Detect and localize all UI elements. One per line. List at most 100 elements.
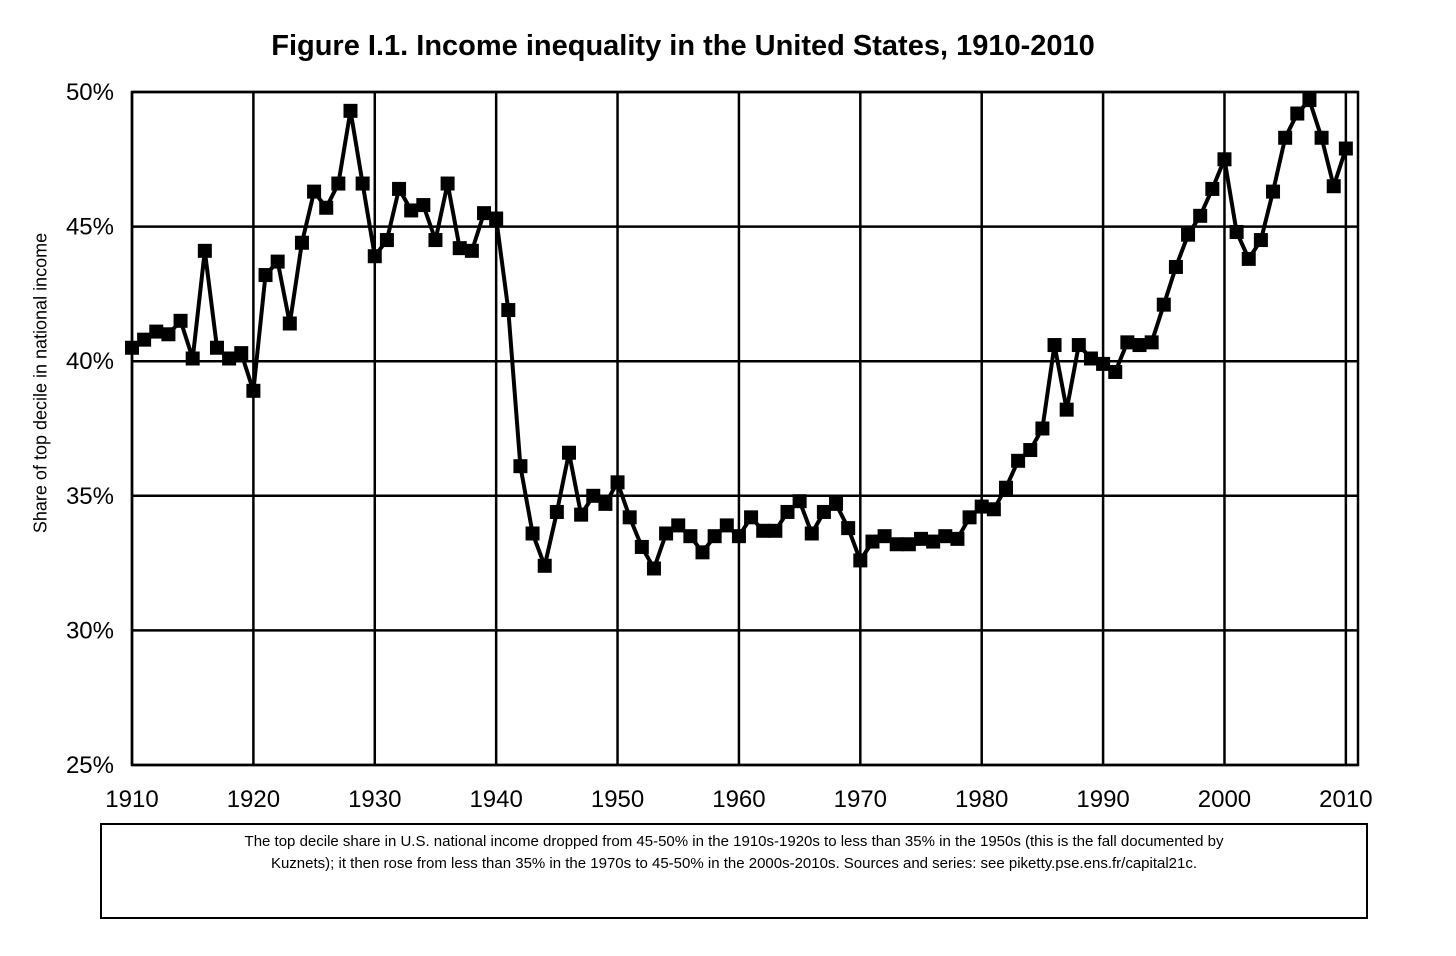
data-point	[513, 459, 528, 474]
chart-title: Figure I.1. Income inequality in the Uni…	[271, 30, 1095, 62]
data-point	[1217, 152, 1232, 167]
data-point	[355, 176, 370, 191]
data-point	[1241, 251, 1256, 266]
line-chart: 25%30%35%40%45%50% 1910 1920 1930 1940 1950 1…	[66, 79, 1373, 813]
data-point	[367, 249, 382, 264]
y-tick-labels: 25% 30% 35% 40% 45% 50%	[66, 79, 114, 779]
data-point	[294, 235, 309, 250]
data-point	[1314, 130, 1329, 145]
x-tick-label: 1960	[712, 786, 765, 813]
data-point	[440, 176, 455, 191]
data-point	[671, 518, 686, 533]
data-point	[986, 502, 1001, 517]
data-point-markers	[125, 93, 1353, 576]
y-tick-label: 50%	[66, 79, 114, 106]
data-point	[209, 340, 224, 355]
data-point	[173, 313, 188, 328]
data-point	[780, 504, 795, 519]
data-point	[865, 534, 880, 549]
data-point	[1338, 141, 1353, 156]
data-point	[1120, 335, 1135, 350]
data-point	[525, 526, 540, 541]
data-point	[744, 510, 759, 525]
data-point	[1132, 338, 1147, 353]
data-point	[1144, 335, 1159, 350]
data-point	[926, 534, 941, 549]
caption-box: The top decile share in U.S. national in…	[100, 823, 1368, 919]
data-point	[404, 203, 419, 218]
data-point	[331, 176, 346, 191]
data-point	[829, 496, 844, 511]
data-point	[464, 243, 479, 258]
data-point	[1229, 224, 1244, 239]
data-point	[659, 526, 674, 541]
data-point	[634, 539, 649, 554]
data-point	[1266, 184, 1281, 199]
data-point	[914, 531, 929, 546]
data-point	[501, 303, 516, 318]
data-point	[282, 316, 297, 331]
data-point	[877, 529, 892, 544]
data-point	[853, 553, 868, 568]
data-point	[974, 499, 989, 514]
data-point	[841, 521, 856, 536]
data-point	[1096, 356, 1111, 371]
x-tick-label: 1970	[834, 786, 887, 813]
data-point	[768, 523, 783, 538]
data-point	[683, 529, 698, 544]
data-point	[1193, 208, 1208, 223]
data-point	[197, 243, 212, 258]
data-point	[1302, 93, 1317, 108]
data-point	[1168, 259, 1183, 274]
data-point	[379, 233, 394, 248]
data-point	[1083, 351, 1098, 366]
data-point	[998, 480, 1013, 495]
data-point	[185, 351, 200, 366]
data-point	[901, 537, 916, 552]
data-point	[392, 181, 407, 196]
x-tick-label: 1950	[591, 786, 644, 813]
data-point	[756, 523, 771, 538]
data-point	[149, 324, 164, 339]
plot-frame	[130, 90, 1360, 767]
x-tick-label: 2000	[1198, 786, 1251, 813]
y-tick-label: 40%	[66, 348, 114, 375]
data-point	[137, 332, 152, 347]
data-point	[1326, 179, 1341, 194]
data-point	[452, 241, 467, 256]
data-point	[549, 504, 564, 519]
data-point	[319, 200, 334, 215]
data-point	[561, 445, 576, 460]
x-tick-label: 1980	[955, 786, 1008, 813]
gridlines	[130, 90, 1358, 767]
caption-line-2: Kuznets); it then rose from less than 35…	[270, 855, 1198, 872]
data-point	[1011, 453, 1026, 468]
data-point	[731, 529, 746, 544]
caption-line-1: The top decile share in U.S. national in…	[244, 833, 1224, 850]
x-tick-labels: 1910 1920 1930 1940 1950 1960 1970 1980 1990 2000…	[105, 786, 1372, 813]
data-point	[1205, 181, 1220, 196]
y-tick-label: 30%	[66, 617, 114, 644]
data-point	[792, 494, 807, 509]
data-point	[1059, 402, 1074, 417]
data-point	[695, 545, 710, 560]
data-point	[428, 233, 443, 248]
data-point	[1071, 338, 1086, 353]
data-point	[889, 537, 904, 552]
data-point	[258, 268, 273, 283]
data-point	[622, 510, 637, 525]
data-point	[489, 211, 504, 226]
data-point	[707, 529, 722, 544]
data-point	[416, 198, 431, 213]
y-tick-label: 45%	[66, 214, 114, 241]
data-point	[270, 254, 285, 269]
data-point	[343, 103, 358, 118]
data-point	[962, 510, 977, 525]
data-point	[938, 529, 953, 544]
data-point	[1108, 364, 1123, 379]
data-point	[1181, 227, 1196, 242]
data-point	[816, 504, 831, 519]
data-point	[719, 518, 734, 533]
data-point	[222, 351, 237, 366]
data-point	[1278, 130, 1293, 145]
